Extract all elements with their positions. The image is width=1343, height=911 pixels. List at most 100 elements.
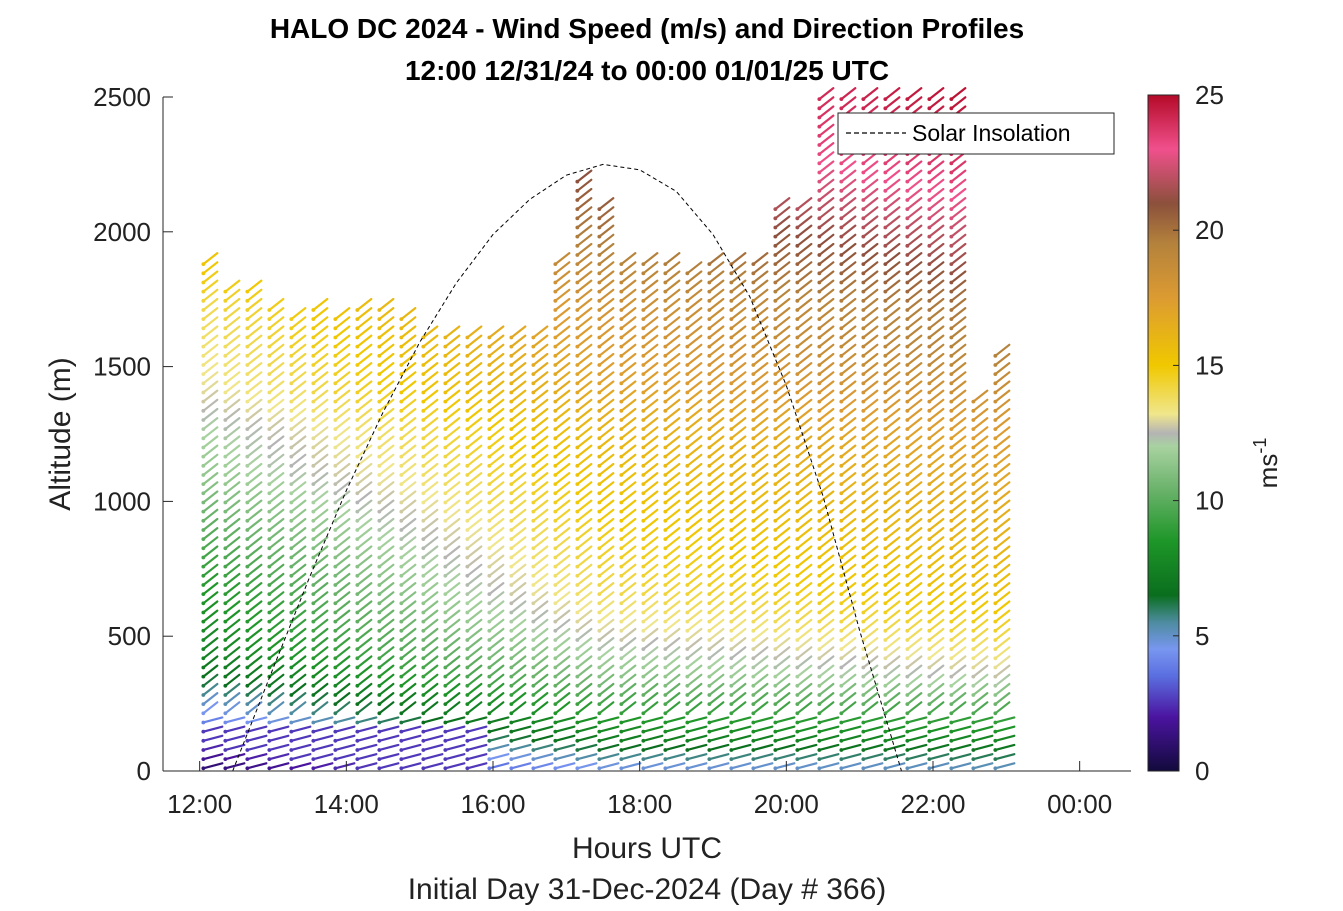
wind-barb-point bbox=[619, 344, 624, 349]
wind-barb-point bbox=[619, 326, 624, 331]
wind-barb-point bbox=[751, 408, 756, 413]
wind-barb bbox=[774, 725, 796, 733]
wind-barb-point bbox=[509, 647, 514, 652]
wind-barb-point bbox=[575, 216, 580, 221]
wind-barb bbox=[312, 600, 329, 614]
wind-barb-point bbox=[487, 454, 492, 459]
wind-barb-point bbox=[729, 353, 734, 358]
wind-barb bbox=[510, 646, 527, 660]
wind-barb bbox=[202, 325, 219, 339]
wind-barb-point bbox=[223, 463, 228, 468]
wind-barb-point bbox=[223, 427, 228, 432]
wind-barb-point bbox=[707, 610, 712, 615]
wind-barb-point bbox=[575, 390, 580, 395]
wind-barb bbox=[774, 762, 796, 770]
wind-barb-point bbox=[773, 647, 778, 652]
wind-barb-point bbox=[949, 473, 954, 477]
wind-barb-point bbox=[663, 399, 668, 404]
wind-barb bbox=[202, 307, 219, 321]
wind-barb-point bbox=[927, 573, 932, 578]
wind-barb-point bbox=[619, 418, 624, 422]
wind-barb-point bbox=[949, 161, 954, 166]
wind-barb bbox=[972, 591, 989, 605]
wind-barb bbox=[752, 545, 769, 559]
wind-barb-point bbox=[905, 97, 910, 102]
wind-barb-point bbox=[905, 463, 910, 468]
wind-barb-point bbox=[333, 509, 338, 514]
wind-barb bbox=[642, 352, 659, 367]
wind-barb bbox=[532, 444, 549, 458]
wind-barb-point bbox=[751, 518, 756, 523]
wind-barb bbox=[576, 743, 598, 752]
wind-barb bbox=[532, 743, 554, 752]
wind-barb bbox=[928, 224, 945, 238]
wind-barb bbox=[532, 472, 549, 486]
wind-barb-point bbox=[707, 693, 712, 697]
wind-barb bbox=[576, 371, 593, 385]
wind-barb-point bbox=[817, 390, 822, 395]
wind-barb-point bbox=[883, 509, 888, 514]
wind-barb-point bbox=[905, 656, 910, 661]
wind-barb bbox=[950, 252, 967, 266]
wind-barb-point bbox=[487, 693, 492, 697]
wind-profile bbox=[641, 252, 664, 771]
wind-barb-point bbox=[663, 573, 668, 578]
wind-barb bbox=[818, 655, 835, 669]
wind-barb-point bbox=[223, 647, 228, 652]
wind-barb-point bbox=[267, 436, 272, 441]
wind-barb-point bbox=[443, 399, 448, 404]
wind-barb-point bbox=[993, 418, 998, 422]
wind-barb bbox=[312, 627, 329, 642]
wind-barb-point bbox=[641, 390, 646, 395]
wind-barb bbox=[466, 472, 483, 486]
wind-barb-point bbox=[795, 693, 800, 697]
wind-barb-point bbox=[311, 738, 316, 743]
wind-barb-point bbox=[267, 537, 272, 542]
wind-barb-point bbox=[223, 418, 228, 422]
wind-barb bbox=[246, 352, 263, 367]
wind-barb-point bbox=[905, 665, 910, 670]
wind-barb bbox=[818, 398, 835, 412]
wind-barb bbox=[862, 252, 879, 266]
wind-barb-point bbox=[201, 564, 206, 569]
wind-barb bbox=[202, 664, 219, 678]
wind-barb-point bbox=[267, 408, 272, 413]
wind-barb bbox=[378, 517, 395, 532]
wind-barb-point bbox=[421, 518, 426, 523]
wind-barb bbox=[488, 481, 505, 495]
wind-barb-point bbox=[333, 445, 338, 450]
wind-barb bbox=[928, 572, 945, 587]
wind-barb bbox=[246, 426, 263, 440]
wind-barb-point bbox=[333, 748, 338, 752]
wind-barb bbox=[444, 554, 461, 568]
wind-barb-point bbox=[795, 537, 800, 542]
wind-barb-point bbox=[729, 738, 734, 743]
wind-barb bbox=[708, 508, 725, 522]
wind-barb bbox=[642, 692, 659, 706]
wind-barb-point bbox=[641, 317, 646, 322]
wind-barb-point bbox=[399, 619, 404, 624]
wind-barb-point bbox=[773, 262, 778, 267]
wind-barb bbox=[422, 417, 439, 431]
wind-barb-point bbox=[773, 546, 778, 551]
wind-barb bbox=[972, 453, 989, 467]
wind-barb-point bbox=[245, 482, 250, 487]
wind-barb-point bbox=[751, 564, 756, 569]
wind-barb bbox=[686, 563, 703, 577]
wind-barb-point bbox=[531, 656, 536, 661]
wind-barb bbox=[818, 297, 835, 312]
wind-barb-point bbox=[421, 647, 426, 652]
wind-barb bbox=[686, 371, 703, 385]
wind-barb bbox=[708, 444, 725, 458]
wind-barb-point bbox=[905, 207, 910, 212]
wind-barb-point bbox=[289, 436, 294, 441]
wind-barb bbox=[378, 481, 395, 495]
wind-barb bbox=[378, 499, 395, 513]
wind-barb bbox=[840, 362, 857, 376]
wind-barb bbox=[268, 334, 285, 348]
wind-barb bbox=[950, 572, 967, 587]
wind-barb bbox=[752, 591, 769, 605]
wind-barb-point bbox=[509, 353, 514, 358]
wind-barb bbox=[444, 334, 461, 348]
wind-barb-point bbox=[399, 665, 404, 670]
